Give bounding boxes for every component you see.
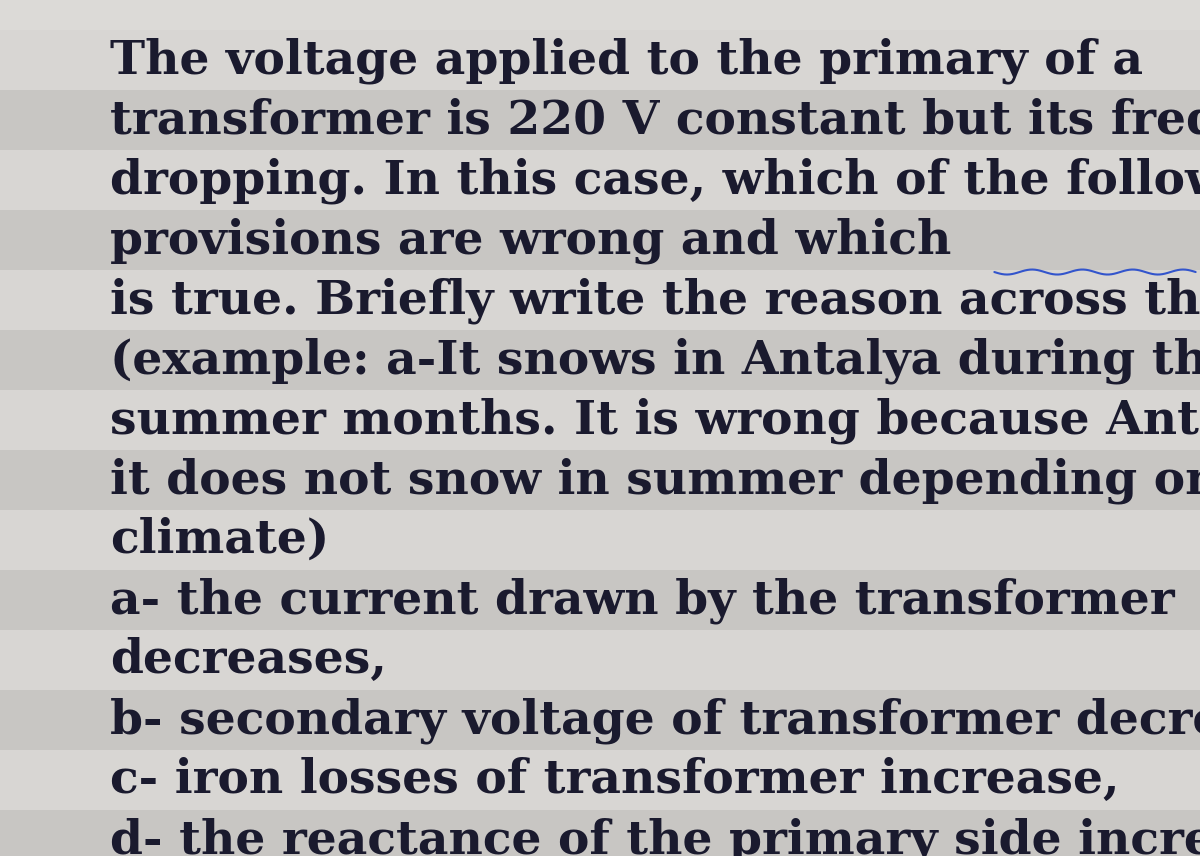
Bar xyxy=(0,750,1200,810)
Bar xyxy=(0,390,1200,450)
Bar xyxy=(0,810,1200,856)
Bar xyxy=(0,450,1200,510)
Text: decreases,: decreases, xyxy=(110,637,386,683)
Text: d- the reactance of the primary side increases.: d- the reactance of the primary side inc… xyxy=(110,817,1200,856)
Bar xyxy=(0,630,1200,690)
Bar xyxy=(0,510,1200,570)
Bar xyxy=(0,210,1200,270)
Text: (example: a-It snows in Antalya during the: (example: a-It snows in Antalya during t… xyxy=(110,337,1200,383)
Bar xyxy=(0,690,1200,750)
Bar xyxy=(0,570,1200,630)
Text: it does not snow in summer depending on the: it does not snow in summer depending on … xyxy=(110,457,1200,503)
Text: a- the current drawn by the transformer: a- the current drawn by the transformer xyxy=(110,577,1175,624)
Bar xyxy=(0,90,1200,150)
Bar xyxy=(0,30,1200,90)
Text: provisions are wrong and which: provisions are wrong and which xyxy=(110,217,952,264)
Text: climate): climate) xyxy=(110,517,329,563)
Text: transformer is 220 V constant but its frequency: transformer is 220 V constant but its fr… xyxy=(110,98,1200,144)
Text: dropping. In this case, which of the following: dropping. In this case, which of the fol… xyxy=(110,158,1200,204)
Text: c- iron losses of transformer increase,: c- iron losses of transformer increase, xyxy=(110,758,1120,803)
Text: is true. Briefly write the reason across them.: is true. Briefly write the reason across… xyxy=(110,277,1200,324)
Text: b- secondary voltage of transformer decreases,: b- secondary voltage of transformer decr… xyxy=(110,697,1200,744)
Bar xyxy=(0,270,1200,330)
Bar xyxy=(0,150,1200,210)
Text: The voltage applied to the primary of a: The voltage applied to the primary of a xyxy=(110,37,1144,84)
Text: summer months. It is wrong because Antalya: summer months. It is wrong because Antal… xyxy=(110,397,1200,443)
Bar xyxy=(0,330,1200,390)
